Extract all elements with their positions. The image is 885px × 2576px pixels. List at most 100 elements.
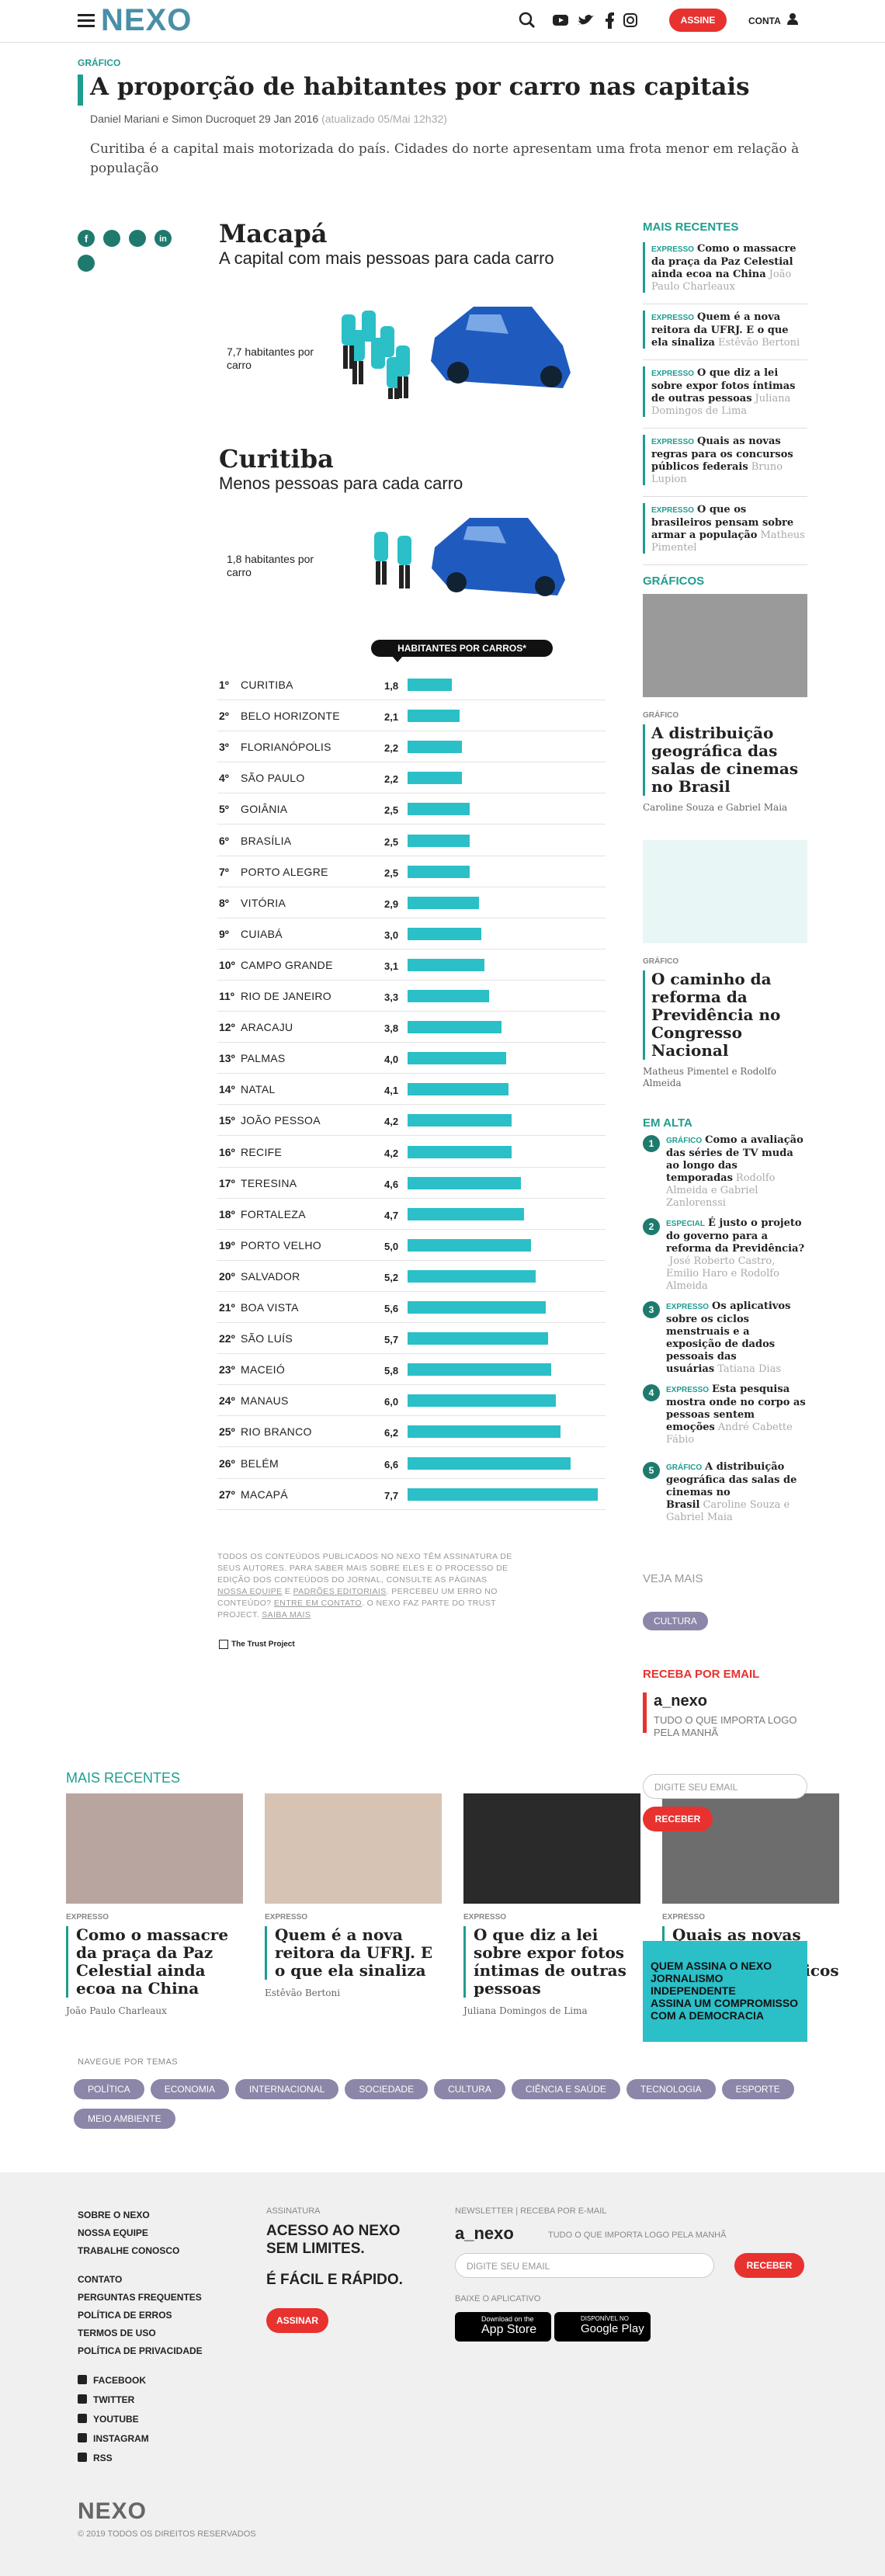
story[interactable]: EXPRESSO Quais as novas regras para os co… [643,435,807,485]
story[interactable]: EXPRESSO Os aplicativos sobre os ciclos m… [666,1300,807,1375]
rank: 18º [219,1207,235,1220]
topic-pill[interactable]: INTERNACIONAL [235,2079,339,2099]
social-link[interactable]: INSTAGRAM [78,2429,248,2449]
value-label: 5,6 [384,1303,399,1314]
notes-link[interactable]: SAIBA MAIS [262,1610,311,1620]
footer-link[interactable]: PERGUNTAS FREQUENTES [78,2292,202,2303]
story-card[interactable]: EXPRESSO O que diz a lei sobre expor foto… [463,1793,640,2016]
story[interactable]: GRÁFICO Como a avaliação das séries de TV… [666,1134,807,1209]
rank: 27º [219,1488,235,1501]
promo-box[interactable]: QUEM ASSINA O NEXO JORNALISMO INDEPENDENT… [643,1941,807,2042]
badge-small: Download on the [481,2315,534,2323]
footer-logo[interactable]: NEXO [78,2498,148,2524]
social-link[interactable]: YOUTUBE [78,2410,248,2429]
notes-link[interactable]: NOSSA EQUIPE [217,1587,283,1596]
story-card[interactable]: EXPRESSO Como o massacre da praça da Paz … [66,1793,243,2016]
topic-pill[interactable]: MEIO AMBIENTE [74,2109,175,2129]
story-title[interactable]: O caminho da reforma da Previdência no C… [643,970,807,1060]
graphic-thumbnail[interactable] [643,840,807,943]
trust-text: The Trust Project [231,1640,295,1649]
trending-item: 4 EXPRESSO Esta pesquisa mostra onde no co… [643,1383,807,1453]
city: BRASÍLIA [241,834,292,847]
rank: 26º [219,1456,235,1470]
share-buttons[interactable]: f in [78,230,179,273]
story[interactable]: EXPRESSO O que os brasileiros pensam sobr… [643,503,807,554]
rank: 13º [219,1052,235,1065]
topic-pill[interactable]: POLÍTICA [74,2079,144,2099]
footer-link[interactable]: POLÍTICA DE ERROS [78,2310,172,2321]
value-label: 4,7 [384,1209,399,1221]
graphic-thumbnail[interactable] [643,594,807,697]
footer-link[interactable]: TERMOS DE USO [78,2328,156,2338]
illustration-macapa [342,307,571,399]
footer-link[interactable]: POLÍTICA DE PRIVACIDADE [78,2345,203,2356]
footer-link[interactable]: NOSSA EQUIPE [78,2227,148,2238]
newsletter-button[interactable]: RECEBER [734,2253,804,2278]
story[interactable]: EXPRESSO O que diz a lei sobre expor foto… [643,366,807,417]
subscribe-button[interactable]: ASSINAR [266,2308,328,2333]
account-icon[interactable] [787,12,798,25]
pointer [392,656,403,662]
graphic-subtitle: Menos pessoas para cada carro [219,474,463,493]
story-tag: EXPRESSO [265,1913,308,1922]
illustration-curitiba [374,518,565,596]
notes-link[interactable]: ENTRE EM CONTATO [273,1599,362,1608]
topic-pill[interactable]: CIÊNCIA E SAÚDE [511,2079,620,2099]
story[interactable]: EXPRESSO Esta pesquisa mostra onde no cor… [666,1383,807,1446]
footer-link[interactable]: CONTATO [78,2274,123,2285]
social-link[interactable]: RSS [78,2449,248,2468]
story[interactable]: GRÁFICO A distribuição geográfica das sal… [666,1460,807,1523]
row-separator [217,1073,606,1074]
city: BOA VISTA [241,1301,299,1314]
social-icon [78,2414,87,2423]
footer-link[interactable]: TRABALHE CONOSCO [78,2245,180,2256]
story[interactable]: ESPECIAL É justo o projeto do governo par… [666,1217,807,1292]
rank: 24º [219,1394,235,1408]
rank: 22º [219,1332,235,1345]
story-title: Como o massacre da praça da Paz Celestia… [66,1926,243,1998]
story-title[interactable]: A distribuição geográfica das salas de c… [643,724,807,796]
row-separator [217,1508,606,1510]
topic-pill[interactable]: SOCIEDADE [345,2079,429,2099]
bar [408,1145,512,1158]
article-title: A proporção de habitantes por carro nas … [90,73,750,101]
topic-pill[interactable]: ESPORTE [721,2079,794,2099]
story[interactable]: EXPRESSO Quem é a nova reitora da UFRJ. E… [643,311,807,349]
rank: 12º [219,1021,235,1034]
subscribe-button[interactable]: ASSINE [669,9,727,32]
footer-link[interactable]: SOBRE O NEXO [78,2210,150,2220]
notes-link[interactable]: PADRÕES EDITORIAIS [293,1587,387,1596]
menu-button[interactable] [78,14,95,28]
trust-logo[interactable]: The Trust Project [219,1640,295,1649]
value-label: 6,0 [384,1396,399,1408]
story-card[interactable]: EXPRESSO Quem é a nova reitora da UFRJ. E… [265,1793,442,1998]
value-label: 4,0 [384,1054,399,1066]
topic-pill[interactable]: CULTURA [643,1612,708,1630]
topic-pill[interactable]: ECONOMIA [150,2079,230,2099]
email-input[interactable]: DIGITE SEU EMAIL [643,1774,807,1799]
subscription-sub: É FÁCIL E RÁPIDO. [266,2272,403,2288]
footer: SOBRE O NEXO NOSSA EQUIPE TRABALHE CONOSCO… [0,2172,885,2576]
row-separator [217,824,606,825]
story-title: Os aplicativos sobre os ciclos menstruai… [666,1300,791,1375]
account-link[interactable]: CONTA [748,16,781,26]
bar [408,710,460,723]
story-tag: EXPRESSO [651,314,695,322]
logo[interactable]: NEXO [101,3,193,37]
email-input[interactable]: DIGITE SEU EMAIL [455,2253,714,2278]
story-tag: GRÁFICO [643,711,679,720]
google-play-badge[interactable]: DISPONÍVEL NO Google Play [554,2312,651,2342]
header-icons[interactable] [519,12,649,30]
social-link[interactable]: TWITTER [78,2390,248,2410]
story[interactable]: EXPRESSO Como o massacre da praça da Paz … [643,242,807,293]
social-link[interactable]: FACEBOOK [78,2371,248,2390]
newsletter-button[interactable]: RECEBER [643,1807,713,1831]
rank: 23º [219,1363,235,1377]
app-store-badge[interactable]: Download on the App Store [455,2312,551,2342]
value-label: 2,9 [384,897,399,910]
city: FLORIANÓPOLIS [241,741,331,754]
topic-pill[interactable]: CULTURA [434,2079,505,2099]
topic-pill[interactable]: TECNOLOGIA [626,2079,716,2099]
notes: TODOS OS CONTEÚDOS PUBLICADOS NO NEXO TÊ… [217,1551,512,1621]
rank: 10º [219,958,235,971]
